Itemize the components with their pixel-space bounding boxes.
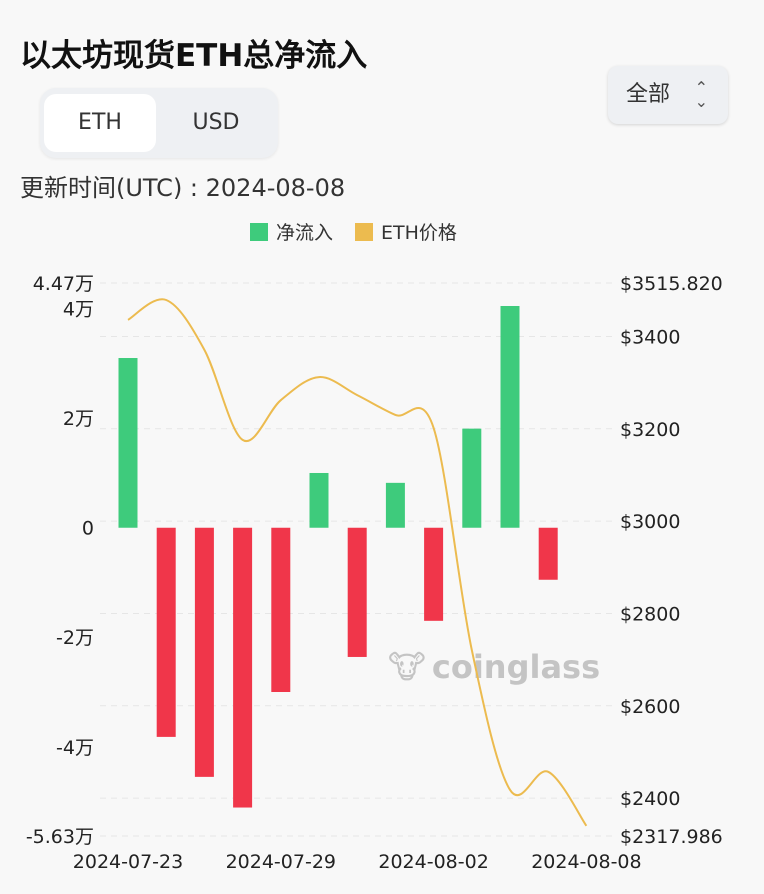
range-select[interactable]: 全部 ⌃ ⌄ [608,66,728,124]
chevron-up-down-icon: ⌃ ⌄ [694,78,708,111]
legend: 净流入 ETH价格 [250,218,457,245]
inflow-bar [424,527,444,621]
y-right-tick-label: $2600 [620,696,680,718]
y-right-tick-label: $2317.986 [620,826,723,848]
x-tick-label: 2024-08-02 [378,851,488,873]
inflow-bar [500,305,520,528]
y-left-tick-label: 2万 [63,408,94,430]
y-left-tick-label: -2万 [56,627,94,649]
x-tick-label: 2024-07-29 [226,851,336,873]
inflow-bar [118,358,138,528]
inflow-bar [233,527,253,808]
legend-inflow[interactable]: 净流入 [276,222,334,244]
price-line [127,298,588,827]
inflow-bar [385,482,405,528]
y-left-tick-label: -4万 [56,737,94,759]
tab-eth[interactable]: ETH [44,94,156,152]
inflow-bar [194,527,214,777]
y-right-tick-label: $3200 [620,419,680,441]
x-tick-label: 2024-07-23 [73,851,183,873]
inflow-bar [309,472,329,528]
y-right-tick-label: $2800 [620,603,680,625]
legend-swatch-price [355,222,374,241]
x-tick-label: 2024-08-08 [531,851,641,873]
y-left-tick-label: 4万 [63,299,94,321]
range-select-value: 全部 [626,82,671,107]
inflow-bar [462,428,482,528]
inflow-bar [538,527,558,580]
y-right-tick-label: $3400 [620,326,680,348]
legend-price[interactable]: ETH价格 [381,222,457,244]
coinglass-watermark: 🐮 coinglass [388,648,600,686]
y-right-tick-label: $2400 [620,788,680,810]
y-left-tick-label: 4.47万 [33,273,94,295]
y-right-tick-label: $3515.820 [620,273,723,295]
inflow-bar [156,527,176,737]
watermark-text: coinglass [431,648,601,686]
y-right-tick-label: $3000 [620,511,680,533]
inflow-bar [347,527,367,657]
tab-usd[interactable]: USD [192,110,240,135]
page-title: 以太坊现货ETH总净流入 [20,38,368,74]
updated-time: 更新时间(UTC) : 2024-08-08 [20,174,346,202]
inflow-bar [271,527,291,693]
unit-toggle: ETH USD [40,88,278,158]
y-left-tick-label: 0 [82,518,94,540]
coinglass-logo-icon: 🐮 [388,648,426,686]
y-left-tick-label: -5.63万 [26,826,94,848]
legend-swatch-inflow [250,222,268,241]
